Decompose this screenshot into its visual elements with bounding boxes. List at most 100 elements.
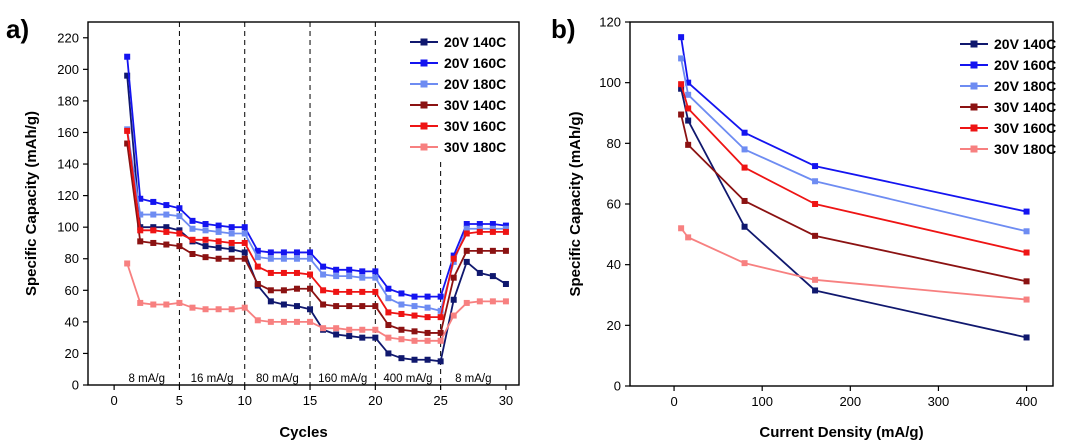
- panel-a-data-point: [359, 274, 366, 281]
- panel-a-data-point: [267, 249, 274, 256]
- panel-a-data-point: [137, 211, 144, 218]
- panel-b-data-point: [812, 201, 819, 207]
- panel-a-y-tick-label: 60: [65, 283, 79, 298]
- panel-a-data-point: [385, 322, 392, 329]
- panel-a-data-point: [346, 333, 353, 340]
- panel-a-data-point: [293, 285, 300, 292]
- panel-b-y-tick-label: 120: [599, 15, 621, 30]
- panel-a-data-point: [267, 269, 274, 276]
- panel-a-x-tick-label: 15: [303, 393, 317, 408]
- panel-a-y-axis-label: Specific Capacity (mAh/g): [23, 111, 40, 296]
- panel-a-data-point: [411, 328, 418, 335]
- panel-a-data-point: [385, 309, 392, 316]
- panel-a-data-point: [398, 290, 405, 297]
- panel-a-data-point: [346, 303, 353, 310]
- panel-a-data-point: [502, 247, 509, 254]
- panel-a-data-point: [333, 303, 340, 310]
- panel-b-x-tick-label: 200: [839, 394, 861, 409]
- panel-a-data-point: [241, 249, 248, 256]
- panel-a-data-point: [333, 266, 340, 273]
- panel-a-x-tick-label: 10: [237, 393, 251, 408]
- panel-a-data-point: [189, 304, 196, 311]
- panel-a-data-point: [150, 227, 157, 234]
- panel-a-data-point: [372, 268, 379, 275]
- panel-a-data-point: [163, 228, 170, 235]
- panel-a-legend-marker: [420, 38, 428, 46]
- panel-a-data-point: [476, 247, 483, 254]
- panel-a-data-point: [424, 329, 431, 336]
- panel-a-data-point: [489, 273, 496, 280]
- panel-a-data-point: [489, 247, 496, 254]
- panel-b-data-point: [1023, 228, 1030, 235]
- panel-a-data-point: [372, 334, 379, 341]
- panel-a-data-point: [463, 230, 470, 237]
- panel-a-data-point: [176, 227, 183, 234]
- panel-a-data-point: [202, 306, 209, 313]
- panel-a-data-point: [307, 255, 314, 262]
- panel-a-data-point: [280, 255, 287, 262]
- panel-a-data-point: [137, 299, 144, 306]
- panel-b-data-point: [685, 91, 692, 98]
- panel-a-y-tick-label: 0: [72, 378, 79, 393]
- panel-a-data-point: [202, 221, 209, 228]
- panel-b-data-point: [741, 129, 748, 136]
- panel-a-data-point: [163, 211, 170, 218]
- panel-a-data-point: [359, 334, 366, 341]
- panel-a-rate-label: 160 mA/g: [318, 373, 367, 385]
- panel-a-y-tick-label: 200: [57, 62, 79, 77]
- panel-a-data-point: [489, 298, 496, 305]
- panel-a-x-tick-label: 25: [433, 393, 447, 408]
- panel-b-data-point: [685, 141, 692, 148]
- panel-a-data-point: [346, 288, 353, 295]
- panel-a-data-point: [228, 306, 235, 313]
- panel-b-data-point: [741, 223, 748, 230]
- panel-a-data-point: [293, 255, 300, 262]
- panel-a-data-point: [489, 228, 496, 235]
- panel-a-data-point: [502, 280, 509, 287]
- panel-a-data-point: [241, 255, 248, 262]
- panel-a-legend-marker: [420, 143, 428, 151]
- panel-a-data-point: [346, 326, 353, 333]
- panel-b-legend-label: 20V 160C: [994, 57, 1056, 73]
- panel-b-legend-label: 30V 180C: [994, 141, 1056, 157]
- panel-b-data-point: [741, 260, 748, 267]
- panel-a-data-point: [463, 225, 470, 232]
- panel-a-data-point: [163, 202, 170, 209]
- panel-a-data-point: [137, 195, 144, 202]
- panel-a-data-point: [424, 356, 431, 363]
- panel-a-data-point: [176, 299, 183, 306]
- panel-b-x-tick-label: 300: [928, 394, 950, 409]
- panel-b-data-point: [678, 85, 685, 92]
- panel-b-legend-marker: [970, 40, 978, 48]
- panel-a-data-point: [437, 293, 444, 300]
- panel-b-data-point: [678, 81, 685, 88]
- panel-a-rate-label: 400 mA/g: [383, 373, 432, 385]
- panel-a-data-point: [293, 303, 300, 310]
- panel-a-data-point: [424, 337, 431, 344]
- panel-a-data-point: [398, 355, 405, 362]
- panel-a-legend-label: 30V 140C: [444, 97, 506, 113]
- panel-a-y-tick-label: 220: [57, 30, 79, 45]
- panel-a-data-point: [476, 221, 483, 228]
- panel-a-legend-marker: [420, 80, 428, 88]
- panel-a-data-point: [176, 213, 183, 220]
- panel-a-data-point: [189, 217, 196, 224]
- panel-a-data-point: [189, 225, 196, 232]
- panel-a-data-point: [437, 307, 444, 314]
- panel-b-data-point: [678, 34, 685, 41]
- panel-a-data-point: [333, 288, 340, 295]
- panel-a-data-point: [228, 239, 235, 246]
- panel-b-data-point: [1023, 296, 1030, 303]
- panel-a-rate-label: 80 mA/g: [256, 373, 299, 385]
- panel-a-data-point: [267, 298, 274, 305]
- panel-b-y-tick-label: 40: [607, 257, 621, 272]
- panel-a-data-point: [267, 287, 274, 294]
- panel-b-data-point: [685, 234, 692, 241]
- panel-a-rate-label: 16 mA/g: [191, 373, 234, 385]
- panel-a-data-point: [489, 225, 496, 232]
- panel-a-data-point: [280, 301, 287, 308]
- panel-b-legend-marker: [970, 82, 978, 90]
- panel-a-data-point: [267, 318, 274, 325]
- panel-a-data-point: [502, 225, 509, 232]
